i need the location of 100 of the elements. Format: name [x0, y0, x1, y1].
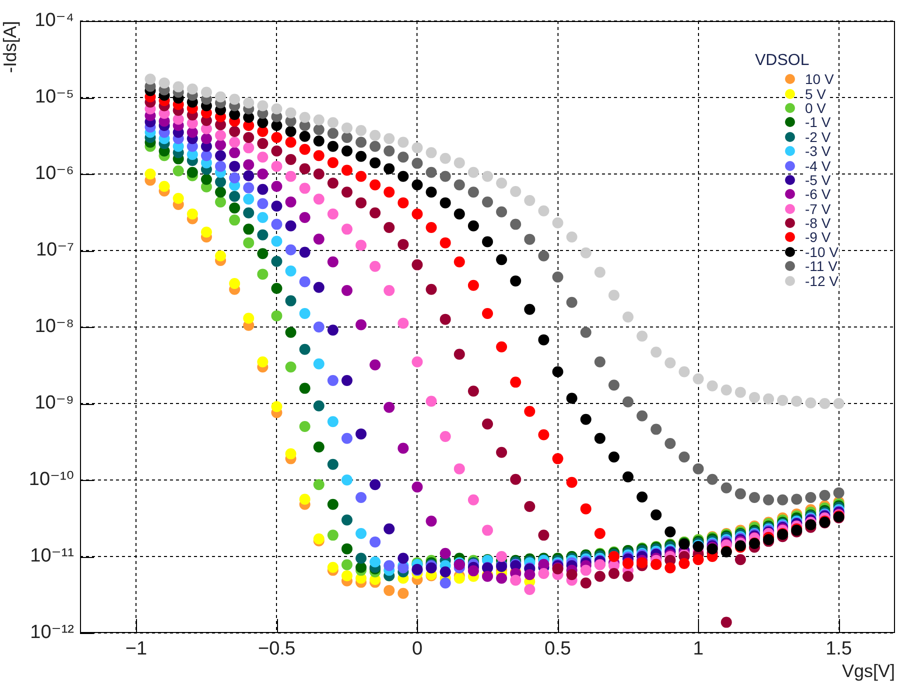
point [327, 157, 338, 168]
point [327, 178, 338, 189]
point [636, 330, 648, 342]
point [440, 170, 451, 182]
point [172, 165, 184, 176]
point [692, 463, 704, 474]
point [313, 136, 324, 146]
point [229, 126, 240, 137]
point [341, 570, 352, 582]
point [327, 498, 338, 510]
point [158, 77, 170, 88]
point [566, 296, 578, 308]
point [257, 117, 268, 128]
point [454, 179, 465, 190]
point [356, 319, 367, 330]
point [243, 132, 254, 143]
point [678, 451, 690, 462]
point [356, 125, 367, 136]
legend-label: 5 V [804, 86, 828, 102]
point [412, 142, 423, 154]
point [257, 184, 268, 195]
point [243, 97, 254, 108]
legend-label: 0 V [804, 100, 828, 116]
point [285, 170, 296, 182]
point [271, 145, 282, 156]
point [370, 479, 381, 490]
point [257, 198, 268, 210]
point [454, 256, 465, 268]
point [468, 166, 479, 178]
point [285, 362, 296, 372]
point [805, 492, 816, 504]
point [426, 222, 437, 233]
point [299, 421, 310, 432]
point [398, 238, 409, 250]
point [580, 564, 592, 576]
point [313, 358, 324, 370]
point [678, 558, 690, 569]
point [327, 256, 338, 268]
point [482, 236, 493, 248]
point [299, 130, 310, 142]
point [426, 396, 437, 407]
point [734, 386, 746, 398]
point [229, 136, 240, 148]
point [636, 410, 648, 422]
point [215, 91, 226, 102]
legend-label: 10 V [804, 71, 835, 88]
point [468, 565, 479, 576]
point [510, 275, 522, 286]
x-tick-label: −0.5 [258, 638, 296, 660]
point [594, 432, 606, 444]
point [243, 142, 254, 154]
point [313, 322, 324, 332]
point [215, 186, 226, 198]
point [426, 186, 437, 198]
point [692, 554, 704, 566]
point [257, 248, 268, 260]
point [496, 178, 508, 189]
point [496, 551, 508, 562]
point [524, 234, 536, 245]
point [313, 234, 324, 245]
x-tick-label: −1 [125, 638, 148, 660]
point [398, 152, 409, 163]
point [299, 112, 310, 123]
point [496, 341, 508, 352]
point [608, 290, 620, 301]
legend-label: -11 V [804, 258, 838, 274]
point [833, 487, 844, 498]
point [412, 208, 423, 220]
point [384, 133, 395, 144]
point [327, 458, 338, 470]
point [594, 528, 606, 539]
x-axis-title: Vgs[V] [842, 661, 895, 682]
point [229, 147, 240, 158]
point [594, 356, 606, 368]
point [510, 574, 522, 586]
point [650, 346, 662, 358]
point [440, 431, 451, 442]
point [271, 310, 282, 322]
point [215, 130, 226, 141]
point [243, 170, 254, 182]
point [454, 208, 465, 220]
legend-label: -3 V [804, 143, 832, 160]
point [538, 429, 550, 440]
point [664, 357, 676, 368]
point [524, 406, 536, 417]
point [384, 560, 395, 572]
point [271, 132, 282, 143]
point [440, 314, 451, 325]
point [720, 384, 732, 396]
point [370, 140, 381, 152]
point [650, 509, 662, 520]
point [440, 548, 451, 559]
point [299, 182, 310, 194]
point [805, 397, 816, 408]
point [356, 197, 367, 208]
point [215, 196, 226, 208]
point [426, 166, 437, 178]
point [370, 260, 381, 272]
point [608, 451, 620, 462]
point [257, 168, 268, 180]
